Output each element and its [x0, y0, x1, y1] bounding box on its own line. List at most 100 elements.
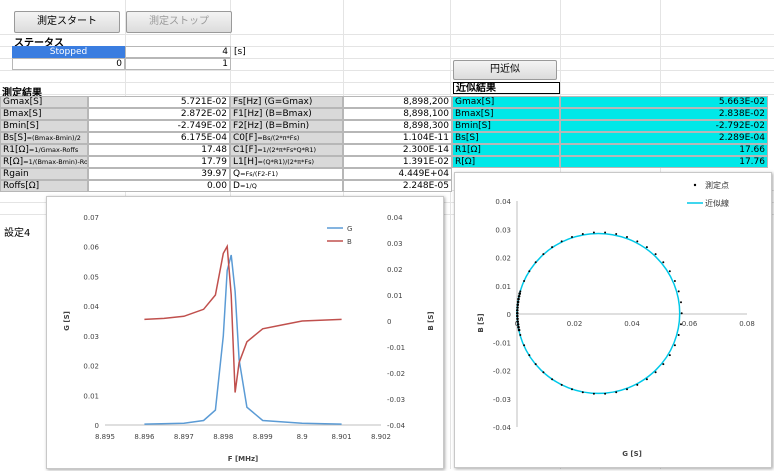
meas-right-label: F1[Hz] (B=Bmax): [230, 108, 343, 120]
status-value-a[interactable]: 0: [12, 58, 125, 70]
approx-label: Gmax[S]: [452, 96, 560, 108]
measured-point: [516, 314, 519, 318]
meas-left-value: 17.48: [88, 144, 230, 156]
meas-left-label-text: R[Ω]: [3, 157, 24, 167]
meas-left-label: Bmax[S]: [0, 108, 88, 120]
measured-point: [542, 253, 545, 256]
meas-right-label: D=1/Q: [230, 180, 343, 192]
meas-left-label: Roffs[Ω]: [0, 180, 88, 192]
y-tick-label: 0.04: [83, 303, 99, 311]
measured-point: [654, 371, 657, 374]
stop-measurement-button[interactable]: 測定ストップ: [126, 11, 232, 33]
y-tick-label: 0.05: [83, 273, 99, 281]
meas-right-value: 2.248E-05: [343, 180, 452, 192]
measured-point: [551, 246, 554, 249]
x-axis-title: G [S]: [622, 450, 642, 458]
measured-point: [551, 378, 554, 381]
measured-point: [516, 320, 519, 323]
sheet-fragment: 設定4: [0, 220, 60, 310]
approx-label: R1[Ω]: [452, 144, 560, 156]
measured-point: [673, 344, 676, 347]
measured-point: [516, 311, 519, 315]
measured-point: [517, 325, 520, 329]
x-tick-label: 0.04: [624, 320, 640, 328]
measured-point: [680, 312, 683, 315]
measured-point: [516, 317, 519, 321]
measured-point: [636, 383, 639, 386]
meas-right-value: 8,898,200: [343, 96, 452, 108]
approx-value: 5.663E-02: [560, 96, 768, 108]
measured-point: [615, 391, 618, 394]
meas-left-value: 0.00: [88, 180, 230, 192]
meas-right-label-text: L1[H]: [233, 157, 258, 167]
y-tick-label: 0.03: [495, 226, 511, 234]
x-tick-label: 8.901: [332, 433, 352, 441]
meas-left-label: Rgain: [0, 168, 88, 180]
y-tick-label: -0.01: [493, 339, 511, 347]
measured-point: [571, 236, 573, 238]
meas-left-label: Bmin[S]: [0, 120, 88, 132]
meas-left-label-text: R1[Ω]: [3, 145, 29, 155]
meas-left-value: 39.97: [88, 168, 230, 180]
x-axis-title: F [MHz]: [228, 455, 259, 463]
meas-right-formula: =1/(2*π*Fs*Q*R1): [257, 146, 317, 154]
measured-point: [516, 309, 519, 312]
meas-left-label: R[Ω]=1/(Bmax-Bmin)-Roffs: [0, 156, 88, 168]
measured-point: [680, 323, 682, 326]
meas-left-value: 17.79: [88, 156, 230, 168]
approx-value: 2.289E-04: [560, 132, 768, 144]
legend-swatch: [693, 183, 697, 187]
measured-point: [626, 388, 628, 391]
interval-value[interactable]: 4: [125, 46, 231, 58]
y-tick-label: 0.04: [495, 198, 511, 206]
meas-right-value: 1.104E-11: [343, 132, 452, 144]
frequency-chart: 8.895 8.896 8.897 8.898 8.899 8.9 8.901 8.902 0 0…: [46, 196, 444, 469]
measured-point: [560, 383, 563, 386]
measured-point: [516, 303, 519, 306]
legend-label: 測定点: [705, 180, 729, 190]
y-tick-label: 0.02: [495, 255, 511, 263]
y2-axis-title: B [S]: [427, 311, 435, 330]
x-tick-label: 0.02: [567, 320, 583, 328]
start-measurement-button[interactable]: 測定スタート: [14, 11, 120, 33]
y-axis-title: B [S]: [477, 313, 485, 332]
status-value-b[interactable]: 1: [125, 58, 231, 70]
y2-tick-label: -0.03: [387, 396, 405, 404]
meas-left-label: R1[Ω]=1/Gmax-Roffs: [0, 144, 88, 156]
measured-point: [677, 290, 680, 293]
settings-label: 設定4: [4, 228, 31, 239]
measured-point: [673, 280, 676, 282]
measured-point: [528, 354, 531, 357]
approx-value: 17.66: [560, 144, 768, 156]
meas-right-value: 2.300E-14: [343, 144, 452, 156]
measured-point: [662, 261, 665, 264]
approx-results-table: Gmax[S] 5.663E-02 Bmax[S] 2.838E-02 Bmin[S] -…: [452, 96, 768, 168]
y2-tick-label: 0.04: [387, 214, 403, 222]
meas-right-formula: =Fs/(F2-F1): [240, 170, 279, 178]
measured-point: [581, 391, 584, 394]
y2-tick-label: -0.04: [387, 422, 406, 430]
meas-left-label-text: Bs[S]: [3, 133, 27, 143]
meas-right-label: Q=Fs/(F2-F1): [230, 168, 343, 180]
meas-right-label: C1[F]=1/(2*π*Fs*Q*R1): [230, 144, 343, 156]
y-tick-label: 0: [95, 422, 99, 430]
legend-label: B: [347, 238, 352, 246]
circle-fit-button[interactable]: 円近似: [453, 60, 557, 80]
meas-right-value: 4.449E+04: [343, 168, 452, 180]
measured-point: [604, 392, 607, 395]
x-tick-label: 8.902: [371, 433, 391, 441]
measured-point: [668, 354, 671, 357]
meas-left-value: 2.872E-02: [88, 108, 230, 120]
y-tick-label: -0.02: [493, 368, 511, 376]
measured-point: [662, 363, 665, 366]
approx-value: -2.792E-02: [560, 120, 768, 132]
y-axis-title: G [S]: [63, 311, 71, 331]
meas-right-label-text: C1[F]: [233, 145, 258, 155]
x-tick-label: 8.9: [297, 433, 308, 441]
meas-right-value: 8,898,300: [343, 120, 452, 132]
legend-label: 近似線: [705, 198, 729, 208]
measured-point: [626, 236, 628, 238]
y-tick-label: 0.01: [495, 283, 511, 291]
measured-point: [604, 231, 607, 234]
measured-point: [636, 240, 639, 243]
